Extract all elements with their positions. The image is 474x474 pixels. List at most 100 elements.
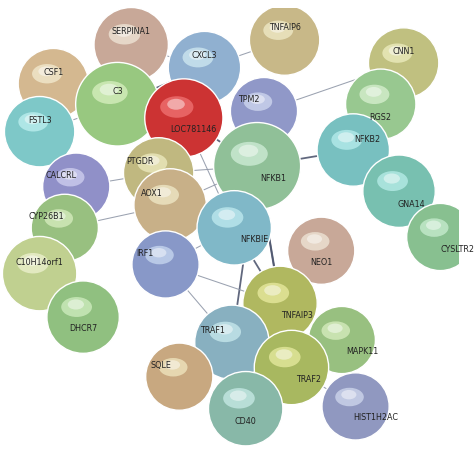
- Ellipse shape: [219, 210, 235, 220]
- Text: FSTL3: FSTL3: [28, 116, 51, 125]
- Ellipse shape: [212, 207, 243, 228]
- Ellipse shape: [167, 99, 185, 110]
- Ellipse shape: [45, 209, 73, 228]
- Circle shape: [322, 373, 389, 440]
- Ellipse shape: [321, 321, 350, 340]
- Ellipse shape: [18, 112, 48, 131]
- Text: RGS2: RGS2: [370, 113, 392, 122]
- Text: MAPK11: MAPK11: [346, 347, 379, 356]
- Circle shape: [317, 114, 390, 186]
- Ellipse shape: [68, 300, 84, 310]
- Text: CNN1: CNN1: [392, 46, 415, 55]
- Text: NFKBIE: NFKBIE: [240, 235, 268, 244]
- Circle shape: [368, 28, 439, 98]
- Text: C10H14orf1: C10H14orf1: [16, 258, 64, 267]
- Ellipse shape: [338, 132, 354, 142]
- Ellipse shape: [269, 347, 301, 367]
- Text: SERPINA1: SERPINA1: [112, 27, 151, 36]
- Circle shape: [197, 191, 272, 265]
- Circle shape: [43, 153, 110, 220]
- Ellipse shape: [264, 285, 281, 296]
- Circle shape: [346, 69, 416, 139]
- Ellipse shape: [366, 87, 382, 97]
- Circle shape: [209, 372, 283, 446]
- Ellipse shape: [263, 20, 293, 40]
- Circle shape: [124, 138, 194, 208]
- Ellipse shape: [182, 47, 213, 67]
- Ellipse shape: [24, 255, 41, 266]
- Circle shape: [288, 217, 355, 284]
- Text: NFKB2: NFKB2: [354, 135, 380, 144]
- Ellipse shape: [377, 171, 408, 191]
- Ellipse shape: [389, 46, 404, 55]
- Ellipse shape: [230, 391, 246, 401]
- Ellipse shape: [159, 358, 188, 376]
- Text: GNA14: GNA14: [398, 200, 425, 209]
- Ellipse shape: [109, 24, 140, 45]
- Ellipse shape: [335, 388, 364, 406]
- Circle shape: [363, 155, 435, 228]
- Ellipse shape: [307, 234, 322, 244]
- Ellipse shape: [155, 187, 171, 197]
- Circle shape: [214, 122, 301, 210]
- Text: TPM2: TPM2: [238, 95, 260, 104]
- Circle shape: [132, 231, 199, 298]
- Text: TRAF2: TRAF2: [296, 375, 321, 384]
- Ellipse shape: [115, 27, 132, 37]
- Ellipse shape: [32, 64, 62, 83]
- Ellipse shape: [328, 324, 343, 333]
- Text: TRAF1: TRAF1: [200, 327, 225, 336]
- Circle shape: [195, 305, 269, 380]
- Text: CSF1: CSF1: [43, 68, 64, 77]
- Ellipse shape: [151, 248, 166, 257]
- Text: PTGDR: PTGDR: [127, 157, 154, 166]
- Text: SQLE: SQLE: [151, 361, 172, 370]
- Circle shape: [254, 330, 328, 405]
- Text: DHCR7: DHCR7: [69, 324, 97, 333]
- Ellipse shape: [144, 155, 160, 165]
- Circle shape: [47, 281, 119, 353]
- Circle shape: [76, 63, 159, 146]
- Ellipse shape: [145, 246, 174, 264]
- Text: CD40: CD40: [235, 417, 256, 426]
- Ellipse shape: [257, 283, 289, 303]
- Ellipse shape: [426, 220, 441, 230]
- Text: CALCRL: CALCRL: [46, 171, 77, 180]
- Circle shape: [145, 79, 223, 157]
- Ellipse shape: [62, 170, 77, 180]
- Circle shape: [230, 77, 298, 145]
- Text: IRF1: IRF1: [137, 249, 154, 258]
- Ellipse shape: [359, 85, 389, 104]
- Text: NFKB1: NFKB1: [260, 174, 286, 183]
- Ellipse shape: [231, 142, 268, 166]
- Text: NEO1: NEO1: [310, 258, 332, 267]
- Ellipse shape: [383, 44, 412, 63]
- Text: C3: C3: [112, 87, 123, 96]
- Ellipse shape: [270, 23, 285, 33]
- Ellipse shape: [25, 114, 40, 124]
- Circle shape: [146, 343, 213, 410]
- Text: TNFAIP6: TNFAIP6: [269, 23, 301, 32]
- Circle shape: [243, 266, 317, 341]
- Ellipse shape: [301, 232, 329, 251]
- Ellipse shape: [56, 168, 84, 186]
- Ellipse shape: [216, 324, 233, 335]
- Circle shape: [134, 169, 206, 241]
- Text: AOX1: AOX1: [141, 190, 163, 199]
- Text: CYSLTR2: CYSLTR2: [440, 246, 474, 255]
- Ellipse shape: [148, 185, 179, 205]
- Ellipse shape: [383, 173, 400, 183]
- Circle shape: [2, 237, 77, 311]
- Ellipse shape: [420, 219, 448, 237]
- Text: TNFAIP3: TNFAIP3: [282, 311, 313, 320]
- Ellipse shape: [244, 92, 272, 111]
- Ellipse shape: [61, 297, 92, 317]
- Ellipse shape: [276, 349, 292, 360]
- Circle shape: [168, 31, 241, 104]
- Ellipse shape: [160, 96, 193, 118]
- Circle shape: [4, 97, 75, 167]
- Circle shape: [308, 306, 375, 374]
- Ellipse shape: [331, 130, 362, 150]
- Ellipse shape: [17, 253, 49, 273]
- Text: HIST1H2AC: HIST1H2AC: [354, 413, 399, 422]
